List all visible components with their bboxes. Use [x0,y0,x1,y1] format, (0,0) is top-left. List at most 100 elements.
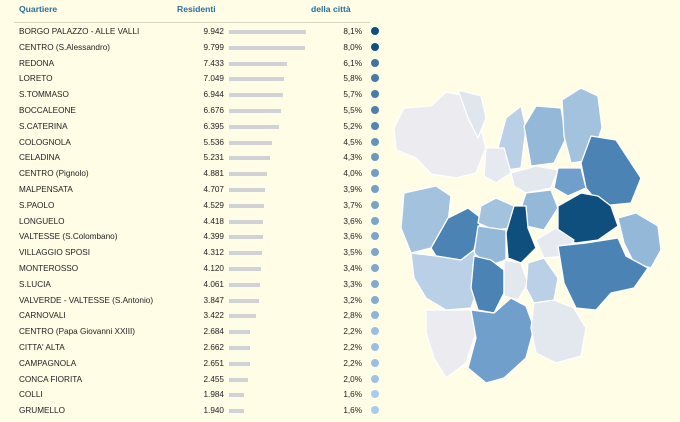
map-district [393,91,487,179]
district-name: VALVERDE - VALTESSE (S.Antonio) [19,295,154,305]
district-name: VILLAGGIO SPOSI [19,248,90,258]
table-row: CAMPAGNOLA 2.651 2,2% [14,356,379,372]
district-name: LONGUELO [19,216,65,226]
pct-dot [371,374,379,383]
residents-value: 9.799 [203,42,225,52]
pct-value: 4,3% [343,153,362,163]
pct-dot [371,248,379,257]
residents-bar [229,156,270,161]
residents-bar [229,346,250,350]
pct-value: 6,1% [343,58,362,68]
residents-bar [229,235,264,240]
residents-bar [229,140,272,145]
district-name: BOCCALEONE [19,106,76,115]
residents-value: 4.399 [203,232,225,242]
pct-dot [371,390,379,399]
pct-dot [371,153,379,162]
table-row: S.CATERINA 6.395 5,2% [14,119,379,135]
residents-bar [229,219,264,224]
map-district [580,135,642,207]
pct-dot [371,406,379,415]
map-district [473,225,507,267]
district-name: S.TOMMASO [19,90,69,100]
pct-value: 8,1% [343,27,362,36]
district-name: LORETO [19,74,53,84]
residents-value: 4.061 [203,279,225,289]
pct-dot [371,232,379,241]
district-name: CARNOVALI [19,311,66,321]
map-district [557,237,649,311]
residents-bar [229,330,250,335]
map-district [483,147,512,184]
residents-value: 3.422 [203,311,225,321]
pct-value: 4,0% [343,169,362,179]
table-row: S.TOMMASO 6.944 5,7% [14,87,379,103]
header-residenti: Residenti [177,4,216,14]
pct-dot [371,169,379,178]
pct-dot [371,343,379,351]
district-name: COLOGNOLA [19,137,71,147]
pct-value: 8,0% [343,42,362,52]
pct-value: 5,5% [343,106,362,115]
district-name: COLLI [19,390,43,400]
residents-value: 1.940 [203,406,225,416]
residents-value: 4.529 [203,200,225,210]
pct-value: 3,5% [343,248,362,258]
table-row: GRUMELLO 1.940 1,6% [14,403,379,419]
pct-value: 3,7% [343,200,362,210]
residents-bar [229,267,261,271]
pct-value: 1,6% [343,390,362,400]
residents-value: 2.684 [203,327,225,337]
pct-dot [371,74,379,83]
residents-bar [229,377,248,382]
residents-value: 6.395 [203,121,225,131]
table-row: COLLI 1.984 1,6% [14,387,379,403]
residents-bar [229,188,266,192]
residents-value: 4.881 [203,169,225,179]
residents-value: 6.676 [203,106,225,115]
district-name: CENTRO (Papa Giovanni XXIII) [19,327,136,337]
residents-bar [229,124,279,129]
residents-bar [229,203,265,208]
residents-bar [229,314,256,319]
table-row: REDONA 7.433 6,1% [14,56,379,72]
pct-value: 3,9% [343,185,362,194]
residents-bar [229,298,259,303]
pct-dot [371,327,379,336]
district-name: CITTA' ALTA [19,343,65,352]
residents-bar [229,30,306,34]
district-name: VALTESSE (S.Colombano) [19,232,118,242]
residents-value: 3.847 [203,295,225,305]
map-district [617,212,662,269]
map-district [525,257,559,304]
district-name: S.PAOLO [19,200,55,210]
pct-dot [371,311,379,320]
residents-value: 5.231 [203,153,225,163]
table-row: BORGO PALAZZO - ALLE VALLI 9.942 8,1% [14,24,379,40]
pct-dot [371,200,379,209]
pct-dot [371,295,379,304]
header-quartiere: Quartiere [19,4,58,14]
pct-value: 4,5% [343,137,362,147]
table-row: CONCA FIORITA 2.455 2,0% [14,372,379,388]
map-district [425,309,477,379]
map-district [530,299,587,364]
residents-bar [229,251,263,256]
district-name: S.LUCIA [19,279,51,289]
pct-dot [371,121,379,130]
pct-value: 2,2% [343,343,362,352]
map-district [510,165,559,194]
residents-bar [229,45,305,50]
residents-value: 9.942 [203,27,225,36]
residents-value: 7.049 [203,74,225,84]
residents-value: 4.312 [203,248,225,258]
pct-dot [371,279,379,288]
map-district [470,255,505,314]
table-row: S.LUCIA 4.061 3,3% [14,277,379,293]
table-row: CENTRO (S.Alessandro) 9.799 8,0% [14,40,379,56]
map-district [503,259,529,301]
table-row: VALVERDE - VALTESSE (S.Antonio) 3.847 3,2% [14,293,379,309]
residents-table: Quartiere Residenti della città BORGO PA… [14,0,379,422]
residents-value: 5.536 [203,137,225,147]
district-name: CAMPAGNOLA [19,358,77,368]
